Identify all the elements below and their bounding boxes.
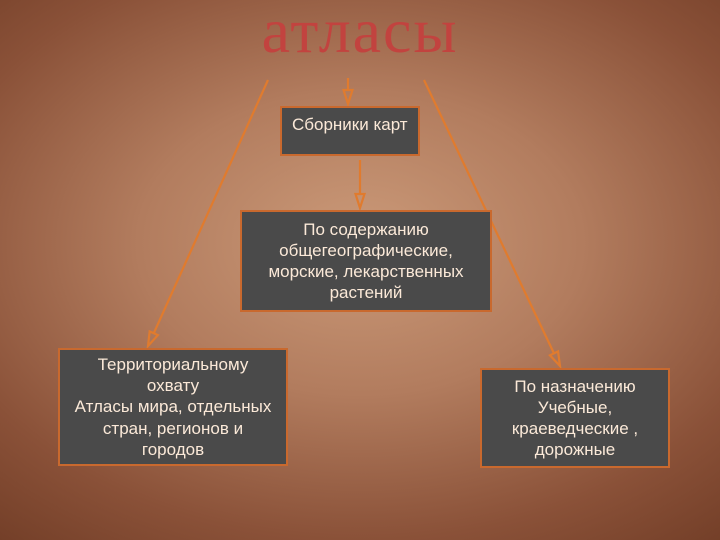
box-root: Сборники карт bbox=[280, 106, 420, 156]
slide-title: атласы bbox=[0, 0, 720, 68]
slide-stage: атласы Сборники карт По содержанию общег… bbox=[0, 0, 720, 540]
box-content: По содержанию общегеографические, морски… bbox=[240, 210, 492, 312]
box-purpose: По назначению Учебные, краеведческие , д… bbox=[480, 368, 670, 468]
box-territory: Территориальному охватуАтласы мира, отде… bbox=[58, 348, 288, 466]
